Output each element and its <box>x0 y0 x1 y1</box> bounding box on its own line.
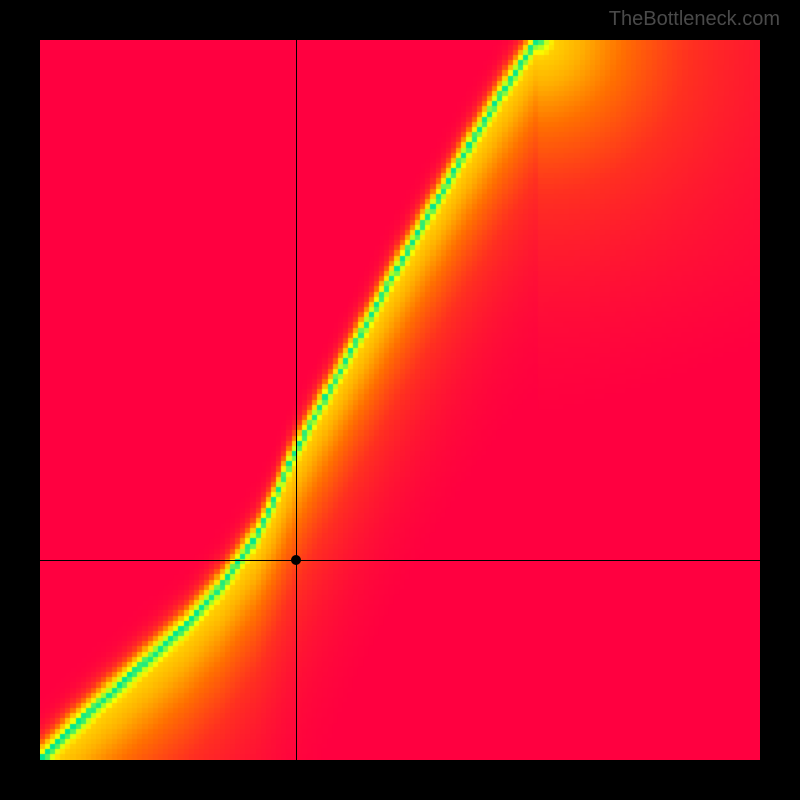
crosshair-horizontal <box>40 560 760 561</box>
heatmap-canvas <box>40 40 760 760</box>
crosshair-vertical <box>296 40 297 760</box>
selection-marker <box>291 555 301 565</box>
watermark-text: TheBottleneck.com <box>609 8 780 31</box>
heatmap-plot <box>40 40 760 760</box>
